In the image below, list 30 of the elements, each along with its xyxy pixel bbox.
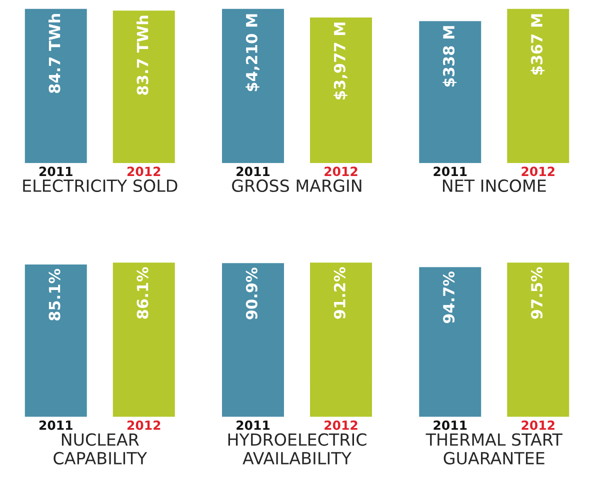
text: THERMAL START GUARANTEE (426, 433, 562, 465)
text: ELECTRICITY SOLD (23, 179, 178, 192)
x-tick-label: 2012 (127, 166, 160, 176)
text: GROSS MARGIN (232, 179, 362, 192)
data-label: 85.1% (48, 268, 60, 320)
data-label: 86.1% (136, 267, 148, 319)
x-tick-label: 2011 (236, 420, 270, 430)
text: NUCLEAR CAPABILITY (54, 433, 148, 465)
data-label: 90.9% (246, 268, 258, 320)
data-label: 91.2% (334, 267, 346, 319)
x-tick-label: 2011 (434, 420, 467, 430)
x-tick-label: 2012 (127, 420, 160, 430)
x-tick-label: 2011 (39, 166, 72, 176)
x-tick-label: 2011 (434, 166, 467, 176)
x-tick-label: 2012 (522, 166, 554, 176)
data-label: $4,210 M (246, 14, 260, 92)
text: NET INCOME (442, 179, 546, 192)
text: HYDROELECTRIC AVAILABILITY (228, 433, 366, 464)
data-label: $367 M (530, 14, 545, 75)
x-tick-label: 2012 (324, 166, 358, 176)
data-label: $338 M (442, 26, 457, 87)
x-tick-label: 2011 (236, 166, 270, 176)
data-label: 94.7% (442, 271, 455, 324)
data-label: $3,977 M (334, 22, 348, 100)
data-label: 97.5% (530, 267, 543, 319)
data-label: 83.7 TWh (136, 16, 148, 95)
x-tick-label: 2011 (39, 420, 72, 430)
x-tick-label: 2012 (324, 420, 358, 430)
x-tick-label: 2012 (522, 420, 554, 430)
data-label: 84.7 TWh (48, 14, 60, 94)
